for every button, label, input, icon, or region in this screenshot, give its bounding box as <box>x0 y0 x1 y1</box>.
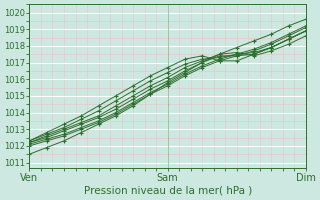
X-axis label: Pression niveau de la mer( hPa ): Pression niveau de la mer( hPa ) <box>84 186 252 196</box>
